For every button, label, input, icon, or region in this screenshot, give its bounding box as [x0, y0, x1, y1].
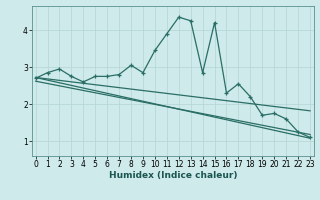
X-axis label: Humidex (Indice chaleur): Humidex (Indice chaleur) — [108, 171, 237, 180]
